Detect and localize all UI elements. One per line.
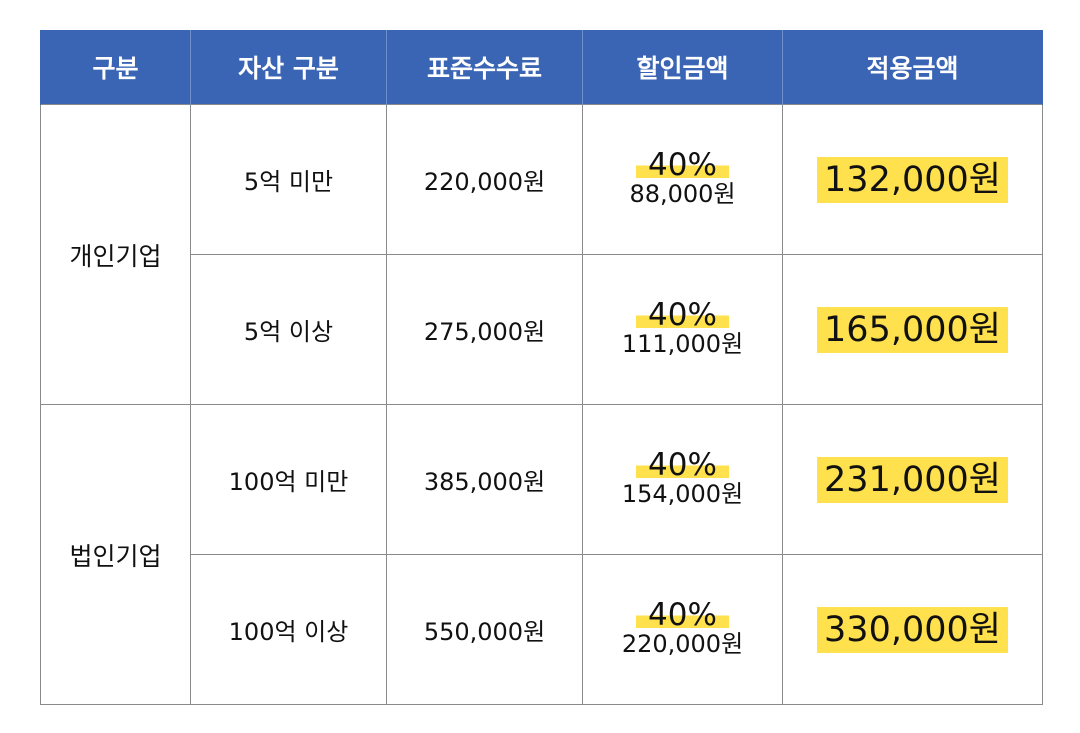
standard-fee-cell: 550,000원 <box>386 554 583 705</box>
header-discount: 할인금액 <box>582 30 783 105</box>
discount-cell: 40% 220,000원 <box>582 554 783 705</box>
discount-wrap: 40% 220,000원 <box>622 599 743 657</box>
discount-rate: 40% <box>636 449 729 482</box>
standard-fee-cell: 385,000원 <box>386 404 583 555</box>
discount-amount: 220,000원 <box>621 629 744 658</box>
applied-amount: 330,000원 <box>817 606 1008 653</box>
discount-wrap: 40% 154,000원 <box>622 449 743 507</box>
discount-cell: 40% 111,000원 <box>582 254 783 405</box>
table-row: 법인기업 100억 미만 385,000원 40% 154,000원 231,0… <box>40 404 1043 705</box>
table-row: 5억 이상 275,000원 40% 111,000원 165,000원 <box>41 254 1043 405</box>
standard-fee-cell: 275,000원 <box>386 254 583 405</box>
discount-wrap: 40% 111,000원 <box>622 299 743 357</box>
discount-rate: 40% <box>636 149 729 182</box>
discount-cell: 40% 154,000원 <box>582 404 783 555</box>
discount-wrap: 40% 88,000원 <box>629 149 735 207</box>
header-applied-amount: 적용금액 <box>782 30 1043 105</box>
applied-amount-cell: 132,000원 <box>782 104 1043 255</box>
fee-table: 구분 자산 구분 표준수수료 할인금액 적용금액 개인기업 5억 미만 220,… <box>40 30 1043 705</box>
applied-amount: 165,000원 <box>817 306 1008 353</box>
table-row: 개인기업 5억 미만 220,000원 40% 88,000원 132,000원 <box>40 104 1043 405</box>
standard-fee-cell: 220,000원 <box>386 104 583 255</box>
group-label-corporate: 법인기업 <box>40 404 191 705</box>
applied-amount-cell: 165,000원 <box>782 254 1043 405</box>
table-row: 100억 이상 550,000원 40% 220,000원 330,000원 <box>41 554 1043 705</box>
header-standard-fee: 표준수수료 <box>386 30 583 105</box>
asset-class-cell: 100억 이상 <box>190 554 387 705</box>
asset-class-cell: 5억 이상 <box>190 254 387 405</box>
discount-rate: 40% <box>636 599 729 632</box>
applied-amount-cell: 330,000원 <box>782 554 1043 705</box>
discount-cell: 40% 88,000원 <box>582 104 783 255</box>
discount-amount: 111,000원 <box>621 329 744 358</box>
asset-class-cell: 5억 미만 <box>190 104 387 255</box>
header-asset-class: 자산 구분 <box>190 30 387 105</box>
discount-rate: 40% <box>636 299 729 332</box>
discount-amount: 154,000원 <box>621 479 744 508</box>
group-label-individual: 개인기업 <box>40 104 191 405</box>
header-row: 구분 자산 구분 표준수수료 할인금액 적용금액 <box>40 30 1043 105</box>
asset-class-cell: 100억 미만 <box>190 404 387 555</box>
discount-amount: 88,000원 <box>629 179 736 208</box>
applied-amount: 132,000원 <box>817 156 1008 203</box>
header-category: 구분 <box>40 30 191 105</box>
applied-amount: 231,000원 <box>817 456 1008 503</box>
applied-amount-cell: 231,000원 <box>782 404 1043 555</box>
